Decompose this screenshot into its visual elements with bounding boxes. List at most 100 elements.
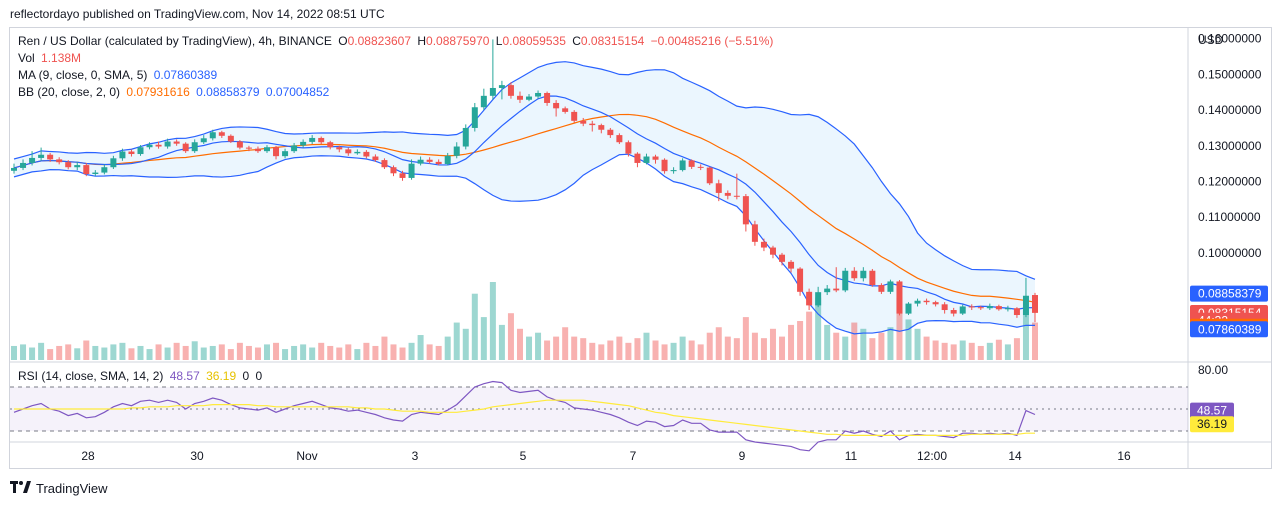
candle-body [616,135,623,143]
volume-bar [164,347,171,360]
volume-bar [92,345,99,360]
candle-body [553,102,560,109]
price-tick-label: 0.13000000 [1198,139,1262,153]
candle-body [101,167,108,173]
candle [760,238,767,252]
candle [498,80,505,100]
candle [697,164,704,171]
volume-bar [489,282,496,360]
candle-body [309,137,316,142]
candle-body [56,159,63,163]
volume-bar [833,332,840,360]
price-axis-currency: USD [1198,33,1224,47]
candle [724,190,731,200]
volume-bar [191,341,198,360]
legend-low: 0.08059535 [502,34,566,48]
candle [200,135,207,145]
candle [706,166,713,186]
candle [616,133,623,145]
candle [842,267,849,293]
legend-main: Ren / US Dollar (calculated by TradingVi… [18,34,776,49]
volume-bar [869,338,876,360]
volume-bar [155,344,162,360]
volume-bar [209,345,216,360]
candle-body [571,111,578,121]
candle [968,304,975,311]
bb-fill [14,61,1035,334]
candle-body [779,254,786,262]
candle [977,305,984,311]
time-tick-label: 5 [520,449,527,463]
volume-bar [516,328,523,360]
candle [887,279,894,294]
volume-bar [562,327,569,360]
volume-bar [724,336,731,360]
candle-body [733,195,740,197]
legend-open: 0.08823607 [347,34,412,48]
legend-high: 0.08875970 [426,34,490,48]
candle-body [155,144,162,147]
candle-body [173,141,180,144]
candle-body [869,270,876,286]
candle-body [923,300,930,303]
volume-bar [824,324,831,360]
candle [751,220,758,246]
volume-bar [1022,311,1029,360]
candle [300,139,307,148]
legend-volume: Vol 1.138M [18,51,84,66]
candle [318,136,325,145]
rsi-tag-text: 36.19 [1197,417,1227,431]
volume-bar [38,342,45,360]
candle-body [706,167,713,184]
volume-bar [20,344,27,360]
volume-bar [128,348,135,360]
price-tick-label: 0.15000000 [1198,67,1262,81]
candle-body [968,306,975,308]
volume-bar [444,336,451,360]
legend-l-label: L [495,34,503,48]
candle [408,159,415,180]
candle-body [905,303,912,314]
candle-body [797,268,804,292]
rsi-tag-text: 48.57 [1197,404,1227,418]
volume-bar [336,347,343,360]
candle-body [724,192,731,196]
price-tag-text: 0.08858379 [1198,287,1262,301]
candle-body [336,147,343,150]
price-axis-tag: 0.08858379 [1190,285,1268,302]
volume-bar [959,340,966,360]
candle-body [489,87,496,96]
volume-bar [47,349,54,360]
candle-body [806,291,813,306]
candle-body [697,166,704,168]
volume-bar [480,317,487,360]
candle-body [164,141,171,147]
volume-bar [625,342,632,360]
candle [471,102,478,132]
candle [1022,277,1029,318]
candle [227,134,234,143]
candle [218,130,225,138]
volume-bar [462,328,469,360]
candle [788,260,795,273]
volume-bar [941,342,948,360]
candle-body [751,224,758,242]
candle-body [769,247,776,255]
volume-bar [137,345,144,360]
candle [110,155,117,170]
bb-lower-line [13,153,1036,335]
candle-body [1004,308,1011,310]
candle-body [92,172,99,175]
volume-bar [372,345,379,360]
candle [652,154,659,164]
candle [860,267,867,282]
legend-vol-value: 1.138M [41,51,82,65]
time-tick-label: 30 [190,449,204,463]
candle [869,268,876,287]
candle [489,39,496,100]
candle [155,141,162,149]
candle-body [833,288,840,291]
volume-bar [598,344,605,360]
candle [797,267,804,296]
